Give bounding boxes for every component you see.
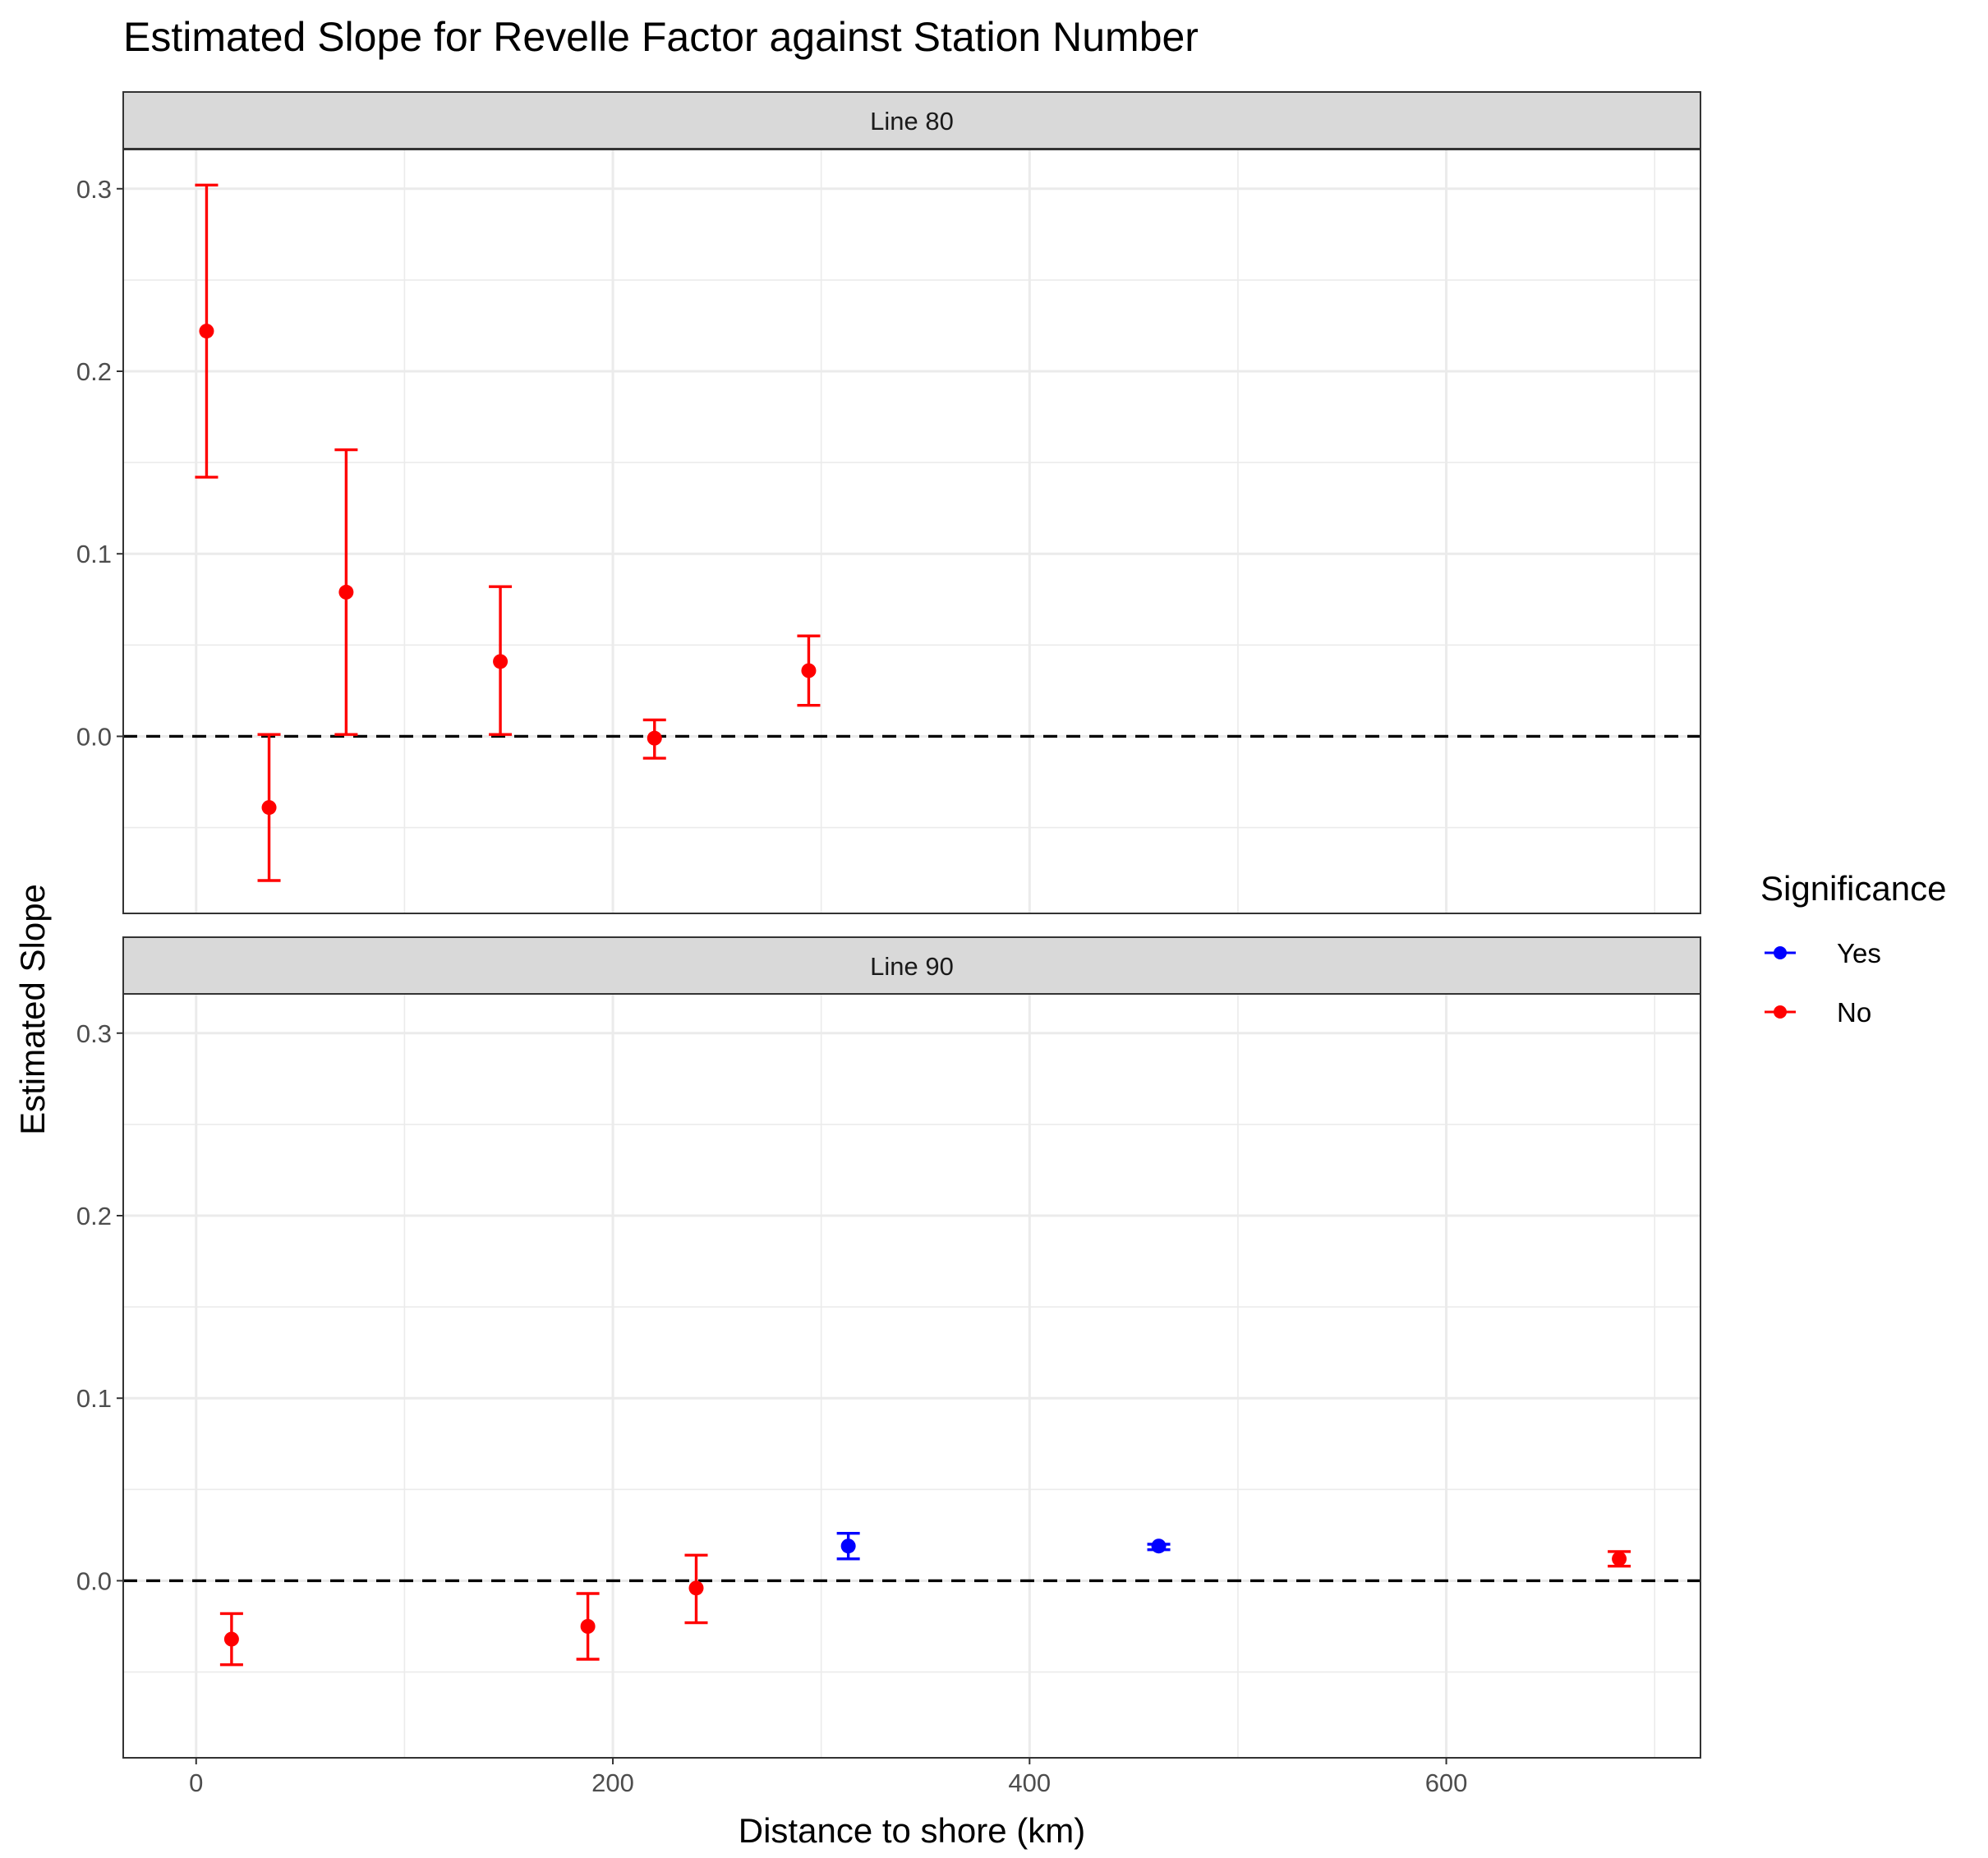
point-marker (199, 324, 214, 339)
y-tick-label: 0.3 (76, 175, 112, 204)
legend-key-point-yes (1774, 946, 1787, 959)
legend-title: Significance (1760, 869, 1946, 908)
x-tick-label: 400 (1008, 1768, 1051, 1797)
y-tick-label: 0.2 (76, 357, 112, 386)
panel-border (122, 993, 1701, 1759)
point-marker (261, 800, 277, 816)
point-marker (223, 1631, 239, 1647)
y-tick-label: 0.1 (76, 540, 112, 568)
point-marker (580, 1619, 596, 1634)
x-tick-label: 0 (189, 1768, 203, 1797)
x-tick-label: 600 (1425, 1768, 1468, 1797)
point-marker (688, 1580, 704, 1596)
legend-item-yes: Yes (1765, 938, 1881, 968)
strip-label-line-90: Line 90 (870, 952, 954, 981)
point-marker (801, 663, 817, 678)
legend-label-no: No (1837, 997, 1871, 1028)
y-tick-label: 0.0 (76, 722, 112, 751)
x-axis: 0 200 400 600 (189, 1758, 1467, 1797)
strip-line-90 (122, 936, 1701, 995)
point-marker (840, 1538, 856, 1554)
point-marker (338, 584, 354, 600)
point-marker (1151, 1538, 1167, 1554)
data-point-5 (1147, 1538, 1171, 1554)
panel-border (122, 149, 1701, 914)
data-point-6 (797, 634, 821, 707)
x-tick-label: 200 (591, 1768, 634, 1797)
data-point-1 (195, 183, 219, 479)
y-tick-label: 0.1 (76, 1384, 112, 1413)
data-point-3 (684, 1553, 708, 1625)
panel-line-90: 0.0 0.1 0.2 0.3 (76, 993, 1701, 1759)
panel-background (123, 149, 1700, 913)
x-axis-title: Distance to shore (km) (739, 1811, 1085, 1850)
facet-line-90: Line 90 0.0 0.1 0.2 0.3 (76, 936, 1701, 1759)
data-point-2 (257, 733, 281, 882)
legend: Significance Yes No (1760, 869, 1946, 1028)
strip-line-80 (122, 91, 1701, 149)
y-tick-label: 0.0 (76, 1566, 112, 1595)
y-axis-title: Estimated Slope (13, 884, 52, 1135)
y-tick-label: 0.2 (76, 1202, 112, 1230)
panel-background (123, 994, 1700, 1758)
data-point-3 (334, 448, 358, 736)
point-marker (493, 654, 509, 669)
data-point-1 (219, 1612, 243, 1667)
panel-line-80: 0.0 0.1 0.2 0.3 (76, 149, 1701, 914)
y-tick-label: 0.3 (76, 1019, 112, 1048)
legend-label-yes: Yes (1837, 938, 1881, 968)
legend-item-no: No (1765, 997, 1871, 1028)
data-point-2 (576, 1592, 600, 1661)
legend-key-point-no (1774, 1005, 1787, 1019)
point-marker (647, 730, 662, 746)
data-point-6 (1608, 1550, 1631, 1568)
strip-label-line-80: Line 80 (870, 107, 954, 136)
data-point-5 (642, 718, 666, 760)
chart-title: Estimated Slope for Revelle Factor again… (123, 14, 1199, 60)
facet-line-80: Line 80 0.0 0.1 0.2 0.3 (76, 91, 1701, 914)
point-marker (1612, 1551, 1627, 1566)
data-point-4 (489, 585, 513, 736)
data-point-4 (836, 1531, 860, 1561)
